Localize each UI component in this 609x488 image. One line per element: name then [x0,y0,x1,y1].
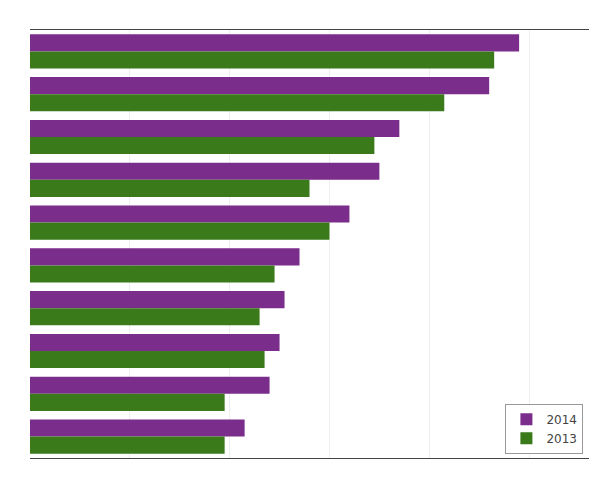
svg-text:2013: 2013 [546,432,577,446]
svg-text:2014: 2014 [546,413,577,427]
